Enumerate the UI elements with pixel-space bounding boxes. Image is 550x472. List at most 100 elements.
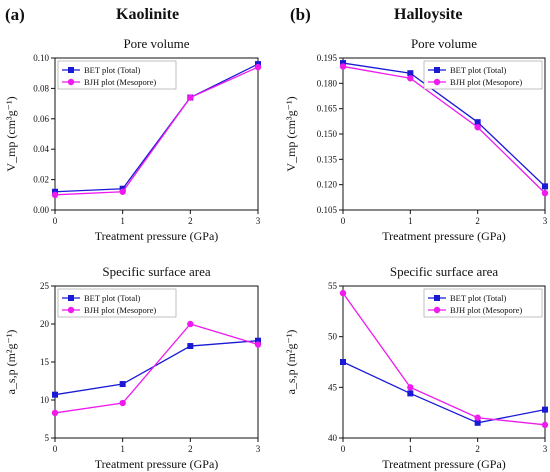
x-tick-label: 2 [475, 444, 480, 454]
data-point-bet [187, 343, 194, 350]
chart-title: Specific surface area [102, 264, 210, 279]
chart-kaolinite-surface-area: Specific surface area 5 10 15 20 25 0 1 2 3 Treatm… [4, 264, 262, 471]
chart-halloysite-pore-volume: Pore volume 0.105 0.120 0.135 0.150 0.165 0.18… [284, 36, 549, 243]
data-point-bjh [339, 63, 347, 70]
legend-label-bet: BET plot (Total) [84, 293, 141, 303]
chart-title: Pore volume [411, 36, 477, 51]
panel-label-a: (a) [5, 5, 25, 24]
data-point-bjh [119, 399, 126, 407]
plot-frame [54, 57, 259, 211]
x-tick-label: 2 [475, 216, 480, 226]
data-point-bet [340, 359, 346, 365]
y-tick-label: 20 [40, 319, 50, 329]
x-axis-label: Treatment pressure (GPa) [95, 457, 219, 471]
series-line-bet [342, 62, 546, 187]
x-tick-label: 2 [188, 444, 193, 454]
legend-marker-bet [434, 67, 440, 73]
x-tick-label: 3 [543, 216, 548, 226]
x-axis-label: Treatment pressure (GPa) [95, 229, 219, 243]
y-tick-label: 0.06 [33, 114, 49, 124]
legend-marker-bet [68, 295, 74, 301]
series-line-bet [342, 361, 546, 424]
legend-label-bet: BET plot (Total) [450, 293, 507, 303]
data-point-bjh [407, 75, 414, 82]
data-point-bet [255, 337, 261, 344]
legend-marker-bjh [433, 306, 441, 314]
x-tick-label: 1 [408, 216, 413, 226]
y-tick-label: 5 [45, 433, 50, 443]
x-axis-label: Treatment pressure (GPa) [382, 457, 506, 471]
y-tick-label: 45 [328, 382, 338, 392]
data-point-bjh [119, 188, 126, 195]
x-tick-label: 3 [256, 216, 261, 226]
y-tick-label: 0.135 [317, 154, 338, 164]
data-point-bet [542, 406, 548, 413]
legend-marker-bjh [67, 306, 75, 314]
mineral-title-kaolinite: Kaolinite [116, 6, 180, 23]
y-tick-label: 0.02 [33, 175, 49, 185]
y-tick-label: 0.10 [33, 53, 49, 63]
y-axis-label: a_s,p (m²g⁻¹) [284, 330, 298, 395]
x-tick-label: 1 [120, 216, 125, 226]
x-tick-label: 1 [408, 444, 413, 454]
x-tick-label: 2 [188, 216, 193, 226]
chart-halloysite-surface-area: Specific surface area 40 45 50 55 0 1 2 3 Treatme… [284, 264, 549, 471]
legend-label-bjh: BJH plot (Mesopore) [84, 77, 156, 87]
series-line-bet [54, 63, 259, 193]
mineral-title-halloysite: Halloysite [394, 6, 463, 23]
y-axis-label: V_mp (cm³g⁻¹) [4, 96, 18, 171]
legend-marker-bjh [433, 78, 441, 86]
y-tick-label: 25 [40, 281, 50, 291]
y-tick-label: 0.120 [317, 180, 338, 190]
data-point-bjh [474, 124, 481, 131]
data-point-bjh [187, 94, 194, 101]
data-point-bjh [474, 414, 481, 421]
series-line-bjh [54, 323, 259, 414]
y-tick-label: 40 [328, 433, 338, 443]
legend-label-bjh: BJH plot (Mesopore) [450, 305, 522, 315]
x-tick-label: 0 [53, 444, 58, 454]
y-tick-label: 0.00 [33, 205, 49, 215]
chart-kaolinite-pore-volume: Pore volume 0.00 0.02 0.04 0.06 0.08 0.10 0 1 2 3 T… [4, 36, 262, 243]
data-point-bjh [187, 320, 194, 328]
data-point-bet [474, 419, 481, 426]
x-tick-label: 3 [543, 444, 548, 454]
legend-box [423, 60, 543, 90]
y-tick-label: 0.150 [317, 129, 338, 139]
x-axis-label: Treatment pressure (GPa) [382, 229, 506, 243]
x-tick-label: 0 [341, 444, 346, 454]
data-point-bjh [51, 409, 59, 417]
y-tick-label: 0.04 [33, 144, 49, 154]
panel-label-b: (b) [290, 5, 311, 24]
series-line-bjh [342, 65, 546, 194]
data-point-bet [474, 119, 481, 126]
y-tick-label: 50 [328, 332, 338, 342]
y-tick-label: 0.180 [317, 78, 338, 88]
x-tick-label: 3 [256, 444, 261, 454]
legend-marker-bet [68, 67, 74, 73]
data-point-bjh [254, 63, 262, 71]
series-line-bet [54, 340, 259, 396]
data-point-bet [407, 390, 414, 397]
y-tick-label: 10 [40, 395, 50, 405]
series-line-bjh [54, 66, 259, 196]
data-point-bjh [51, 191, 59, 198]
y-tick-label: 0.105 [317, 205, 338, 215]
data-point-bet [52, 391, 58, 398]
y-tick-label: 0.08 [33, 83, 49, 93]
y-tick-label: 0.165 [317, 104, 338, 114]
data-point-bet [119, 381, 126, 388]
legend-label-bjh: BJH plot (Mesopore) [84, 305, 156, 315]
x-tick-label: 0 [341, 216, 346, 226]
y-axis-label: V_mp (cm³g⁻¹) [284, 96, 298, 171]
data-point-bet [407, 70, 414, 77]
legend-label-bjh: BJH plot (Mesopore) [450, 77, 522, 87]
data-point-bjh [339, 289, 347, 297]
legend-marker-bet [434, 295, 440, 301]
data-point-bet [542, 183, 548, 190]
legend-box [57, 60, 177, 90]
chart-title: Pore volume [123, 36, 189, 51]
chart-title: Specific surface area [390, 264, 498, 279]
data-point-bjh [541, 421, 549, 429]
y-axis-label: a_s,p (m²g⁻¹) [4, 330, 18, 395]
